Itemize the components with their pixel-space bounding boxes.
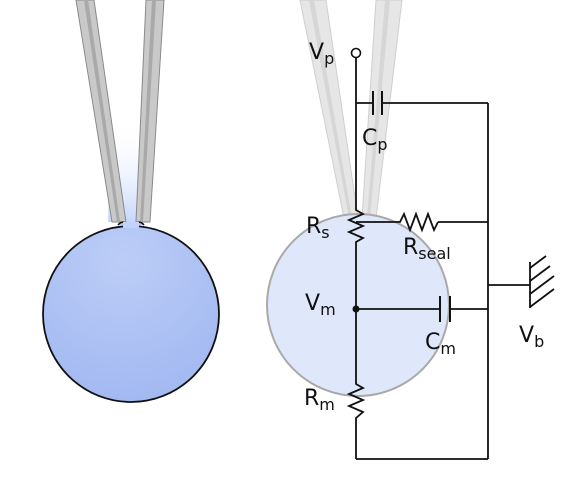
circuit-wires	[355, 58, 530, 460]
cell-body	[42, 225, 220, 403]
right-circuit-illustration: Vp Cp Rs Rseal Vm Cm Vb Rm	[266, 0, 555, 460]
rm-resistor	[346, 380, 366, 424]
label-vp: Vp	[309, 40, 334, 68]
label-rm: Rm	[304, 386, 335, 414]
vb-ground-symbol	[529, 255, 555, 308]
label-cp: Cp	[362, 126, 388, 154]
label-rs: Rs	[306, 214, 330, 242]
vp-terminal	[350, 47, 362, 59]
vm-node	[352, 305, 360, 313]
cm-capacitor	[439, 296, 451, 322]
label-vb: Vb	[519, 323, 544, 351]
label-vm: Vm	[305, 291, 336, 319]
rseal-resistor	[396, 211, 439, 233]
label-rseal: Rseal	[403, 235, 451, 263]
label-cm: Cm	[425, 330, 456, 358]
pipette-right-wall	[135, 0, 165, 223]
left-cell-illustration	[42, 0, 220, 403]
rs-resistor	[346, 206, 366, 246]
cp-capacitor	[372, 91, 383, 115]
